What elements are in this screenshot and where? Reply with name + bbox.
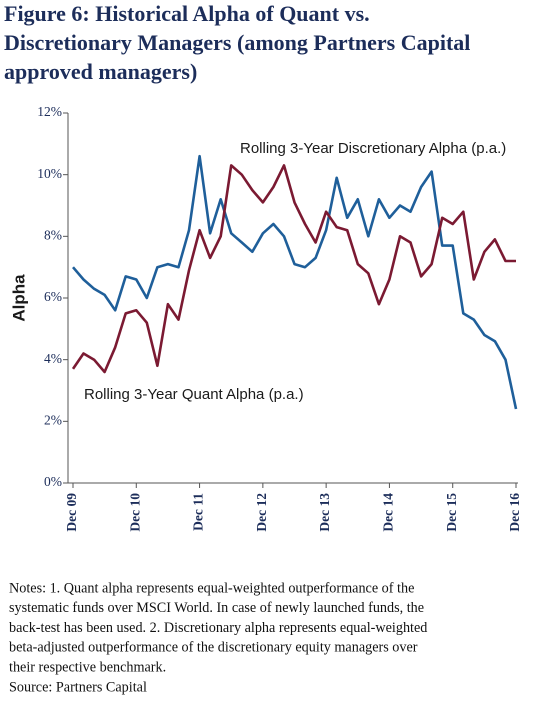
y-tick-label: 6% bbox=[44, 289, 62, 304]
series-line bbox=[72, 154, 518, 410]
x-tick-label: Dec 12 bbox=[254, 493, 269, 532]
note: beta-adjusted outperformance of the disc… bbox=[9, 640, 418, 656]
chart-title: Figure 6: Historical Alpha of Quant vs. bbox=[4, 1, 370, 26]
y-tick-label: 10% bbox=[37, 166, 62, 181]
x-tick-label: Dec 15 bbox=[444, 493, 459, 532]
y-tick-label: 12% bbox=[37, 104, 62, 119]
y-tick-label: 0% bbox=[44, 474, 62, 489]
y-tick-label: 8% bbox=[44, 227, 62, 242]
series-label: Rolling 3-Year Quant Alpha (p.a.) bbox=[84, 386, 304, 403]
chart-title: Discretionary Managers (among Partners C… bbox=[4, 30, 470, 55]
note: Notes: 1. Quant alpha represents equal-w… bbox=[9, 580, 414, 596]
note: their respective benchmark. bbox=[9, 659, 166, 675]
y-tick-label: 4% bbox=[44, 351, 62, 366]
x-tick-label: Dec 14 bbox=[381, 493, 396, 532]
x-tick-label: Dec 16 bbox=[507, 493, 522, 532]
y-tick-label: 2% bbox=[44, 412, 62, 427]
y-axis-label: Alpha bbox=[9, 274, 28, 322]
chart-title: approved managers) bbox=[4, 59, 197, 84]
x-tick-label: Dec 09 bbox=[64, 493, 79, 532]
note: back-test has been used. 2. Discretionar… bbox=[9, 620, 427, 636]
note: systematic funds over MSCI World. In cas… bbox=[9, 600, 424, 616]
x-tick-label: Dec 11 bbox=[191, 493, 206, 531]
series-line bbox=[71, 164, 516, 374]
x-tick-label: Dec 10 bbox=[127, 493, 142, 532]
x-tick-label: Dec 13 bbox=[317, 493, 332, 532]
note: Source: Partners Capital bbox=[9, 679, 147, 695]
series-label: Rolling 3-Year Discretionary Alpha (p.a.… bbox=[240, 140, 506, 157]
